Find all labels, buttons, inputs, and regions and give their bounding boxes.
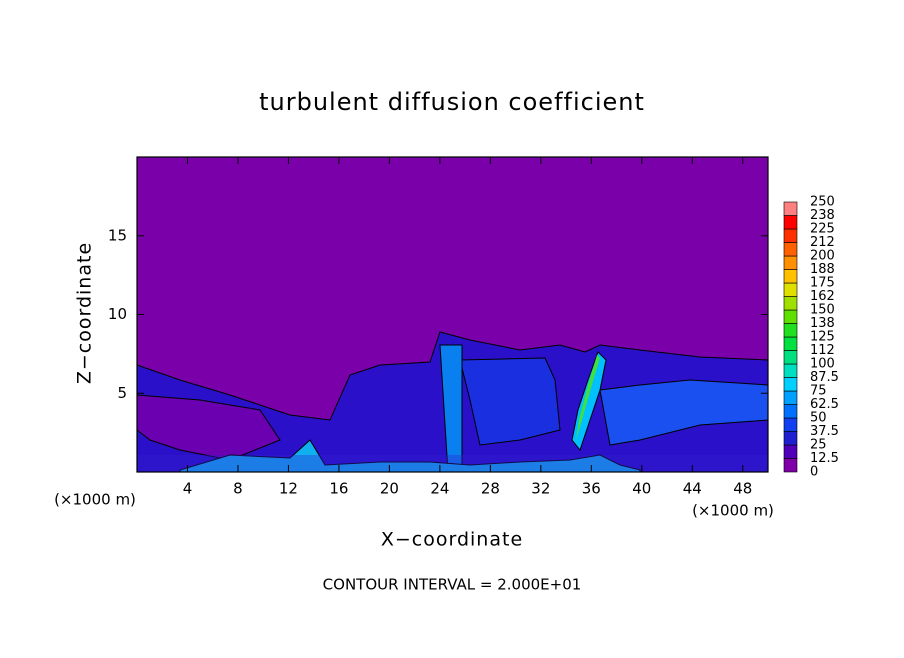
colorbar-label: 188 <box>810 262 835 277</box>
colorbar-box <box>783 269 798 284</box>
y-tick-label: 15 <box>108 226 127 244</box>
colorbar-label: 125 <box>810 330 835 345</box>
colorbar-label: 0 <box>810 465 818 480</box>
colorbar-label: 238 <box>810 208 835 223</box>
colorbar-label: 75 <box>810 384 827 399</box>
x-unit: (×1000 m) <box>692 502 774 520</box>
colorbar-label: 12.5 <box>810 451 839 466</box>
colorbar-box <box>783 458 798 473</box>
colorbar-label: 150 <box>810 303 835 318</box>
field-region <box>459 357 561 446</box>
y-tick-label: 10 <box>108 305 127 323</box>
x-tick-label: 12 <box>279 480 298 498</box>
x-tick-label: 8 <box>233 480 243 498</box>
x-tick-label: 20 <box>380 480 399 498</box>
x-tick-label: 40 <box>632 480 651 498</box>
colorbar-box <box>783 242 798 257</box>
x-tick-label: 44 <box>683 480 702 498</box>
x-unit: (×1000 m) <box>54 491 136 509</box>
field-region <box>571 351 607 452</box>
colorbar-box <box>783 201 798 216</box>
colorbar-label: 100 <box>810 357 835 372</box>
x-tick-label: 36 <box>582 480 601 498</box>
colorbar-label: 37.5 <box>810 424 839 439</box>
colorbar-box <box>783 296 798 311</box>
colorbar-box <box>783 228 798 243</box>
colorbar-box <box>783 431 798 446</box>
chart-title: turbulent diffusion coefficient <box>259 88 645 116</box>
colorbar-box <box>783 309 798 324</box>
colorbar-label: 50 <box>810 411 827 426</box>
colorbar-box <box>783 377 798 392</box>
colorbar-box <box>783 444 798 459</box>
footnote: CONTOUR INTERVAL = 2.000E+01 <box>323 576 582 594</box>
colorbar-label: 112 <box>810 343 835 358</box>
colorbar-label: 25 <box>810 438 827 453</box>
x-tick-label: 32 <box>531 480 550 498</box>
colorbar-label: 175 <box>810 276 835 291</box>
colorbar-label: 212 <box>810 235 835 250</box>
x-tick-label: 48 <box>733 480 752 498</box>
colorbar-box <box>783 390 798 405</box>
y-tick-label: 5 <box>117 384 127 402</box>
colorbar-box <box>783 282 798 297</box>
colorbar-label: 138 <box>810 316 835 331</box>
x-tick-label: 16 <box>329 480 348 498</box>
field-region <box>137 455 768 472</box>
colorbar-label: 225 <box>810 222 835 237</box>
colorbar-label: 87.5 <box>810 370 839 385</box>
field-region <box>179 439 641 473</box>
colorbar-box <box>783 417 798 432</box>
colorbar-box <box>783 323 798 338</box>
colorbar-label: 200 <box>810 249 835 264</box>
x-axis-label: X−coordinate <box>381 529 523 551</box>
x-tick-label: 4 <box>183 480 193 498</box>
colorbar-box <box>783 255 798 270</box>
x-tick-label: 28 <box>481 480 500 498</box>
colorbar-box <box>783 404 798 419</box>
colorbar-box <box>783 215 798 230</box>
field-region <box>576 355 600 440</box>
colorbar-label: 250 <box>810 195 835 210</box>
x-tick-label: 24 <box>430 480 449 498</box>
colorbar-box <box>783 336 798 351</box>
colorbar-box <box>783 363 798 378</box>
colorbar-label: 162 <box>810 289 835 304</box>
field <box>136 157 769 473</box>
colorbar-label: 62.5 <box>810 397 839 412</box>
y-axis-label: Z−coordinate <box>74 242 96 384</box>
colorbar-box <box>783 350 798 365</box>
